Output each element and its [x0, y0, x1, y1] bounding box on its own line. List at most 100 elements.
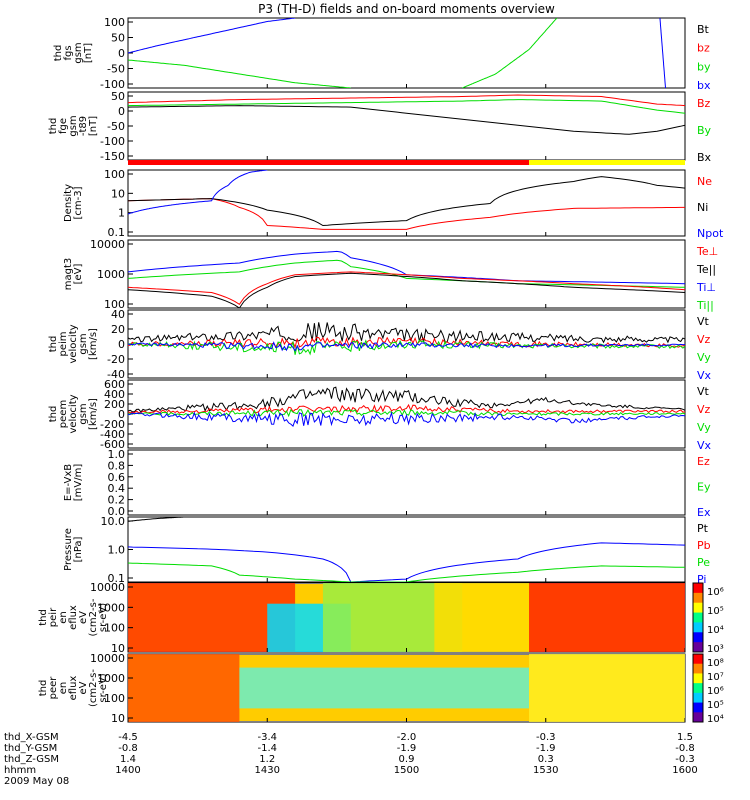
y-tick-label: -600: [100, 438, 125, 451]
colorbar-tick-label: 10⁶: [707, 686, 724, 697]
y-label-line: [eV]: [73, 264, 84, 285]
y-label-line: peem: [58, 400, 69, 428]
y-label-line: [nT]: [88, 116, 99, 136]
series-vz-line: [128, 403, 685, 414]
y-label-line: eflux: [68, 605, 79, 630]
y-tick-label: 50: [111, 90, 125, 103]
series-bx-line: [128, 105, 685, 135]
legend-label: Bz: [697, 97, 711, 110]
y-label-line: velocity: [68, 394, 79, 433]
panel-frame: [127, 17, 686, 89]
y-label-line: [nPa]: [73, 536, 84, 562]
heatmap-cell-2: [529, 654, 685, 722]
series-bx-line: [128, 18, 296, 54]
y-tick-label: 1000: [97, 672, 125, 685]
colorbar-tick-label: 10⁷: [707, 672, 724, 683]
y-label-line: gsm: [73, 42, 84, 63]
y-label-line: gsm: [68, 115, 79, 136]
x-tick-label: 0.3: [538, 754, 554, 765]
panel-frame: [127, 449, 686, 516]
series-vt-line: [128, 386, 685, 413]
y-label-line: Density: [63, 184, 74, 222]
y-tick-label: 10000: [90, 581, 125, 594]
series-npot-line: [128, 170, 268, 215]
colorbar-band: [693, 622, 703, 633]
x-tick-label: -2.0: [397, 732, 417, 743]
legend-label: Pt: [697, 522, 709, 535]
y-label-line: E=-VxB: [63, 464, 74, 501]
colorbar-band: [693, 663, 703, 674]
legend-label: Vt: [697, 315, 710, 328]
y-axis-label: thd peir en eflux eV (cm2-s-sr-eV): [38, 598, 109, 636]
y-tick-label: 600: [104, 378, 125, 391]
legend-label: Ti||: [696, 299, 714, 312]
legend-label: Vx: [697, 439, 712, 452]
y-label-line: (cm2-s-: [88, 598, 99, 636]
legend-label: Te||: [696, 263, 716, 276]
legend-label: Ti⊥: [696, 281, 716, 294]
y-label-line: thd: [38, 609, 49, 626]
y-label-line: eV: [78, 611, 89, 624]
y-tick-label: 10000: [90, 238, 125, 251]
y-label-line: gsm: [78, 403, 89, 424]
x-axis: thd_X-GSM -4.5 -3.4 -2.0 -0.3 1.5 thd_Y-GSM -0.…: [4, 732, 698, 787]
series-by-line: [128, 99, 685, 114]
panel-efield: 1.00.80.60.40.20.0 E=-VxB [mV/m] Ez Ey Ex: [63, 448, 711, 519]
x-tick-label: -4.5: [118, 732, 138, 743]
legend-label: Vz: [697, 403, 711, 416]
series-te-line: [128, 271, 685, 305]
y-tick-label: 10: [111, 712, 125, 725]
legend-label: Vt: [697, 385, 710, 398]
colorbar-tick-label: 10⁴: [707, 714, 724, 725]
colorbar-tick-label: 10⁵: [707, 700, 724, 711]
legend-label: bz: [697, 42, 710, 55]
colorbar-tick-label: 10⁸: [707, 658, 724, 669]
y-tick-label: 0.8: [108, 459, 126, 472]
series-ti-line: [128, 259, 685, 288]
heatmap-cell-3: [434, 583, 530, 652]
mode-bar-segment-0: [128, 160, 530, 165]
series-by2-line: [462, 18, 558, 88]
y-tick-label: -100: [100, 78, 125, 91]
legend-label: bx: [697, 79, 711, 92]
x-tick-label: -1.4: [257, 743, 277, 754]
panel-bar: [128, 160, 685, 165]
y-label-line: eV: [78, 681, 89, 694]
series-ni-line: [128, 176, 685, 227]
legend-label: Ex: [697, 506, 711, 519]
series-vx-line: [128, 411, 685, 427]
legend-label: Pe: [697, 556, 710, 569]
y-tick-label: 0.2: [108, 494, 126, 507]
y-label-line: gsm: [78, 333, 89, 354]
y-tick-label: 40: [111, 308, 125, 321]
y-label-line: sr-eV): [98, 603, 109, 632]
x-tick-label: 1530: [533, 765, 558, 776]
series-pi-line: [128, 542, 685, 582]
x-tick-label: 1.5: [677, 732, 693, 743]
x-row-label: thd_X-GSM: [4, 732, 59, 743]
y-axis-label: thd peer en eflux eV (cm2-s-sr-eV): [38, 669, 109, 707]
y-label-line: [nT]: [83, 43, 94, 63]
y-axis-label: thd peem velocity gsm [km/s]: [48, 394, 99, 433]
y-label-line: (cm2-s-: [88, 669, 99, 707]
y-tick-label: -40: [107, 368, 125, 381]
panel-pressure: 10.0 1.0 0.1 Pressure [nPa] Pt Pb Pe Pi: [63, 515, 711, 586]
y-axis-label: thd fgs gsm [nT]: [53, 42, 94, 63]
y-tick-label: 100: [104, 622, 125, 635]
y-tick-label: 10000: [90, 652, 125, 665]
y-axis-label: magt3 [eV]: [63, 258, 84, 291]
y-label-line: magt3: [63, 258, 74, 291]
colorbar-band: [693, 673, 703, 684]
series-vt-line: [128, 322, 685, 344]
y-label-line: [km/s]: [88, 398, 99, 430]
series-bx2-line: [659, 18, 666, 88]
y-label-line: thd: [48, 406, 59, 423]
series-pe-line: [128, 562, 685, 582]
y-tick-label: 10: [111, 642, 125, 655]
y-label-line: peir: [48, 607, 59, 627]
colorbar-band: [693, 642, 703, 653]
y-label-line: thd: [48, 336, 59, 353]
y-tick-label: 200: [104, 398, 125, 411]
